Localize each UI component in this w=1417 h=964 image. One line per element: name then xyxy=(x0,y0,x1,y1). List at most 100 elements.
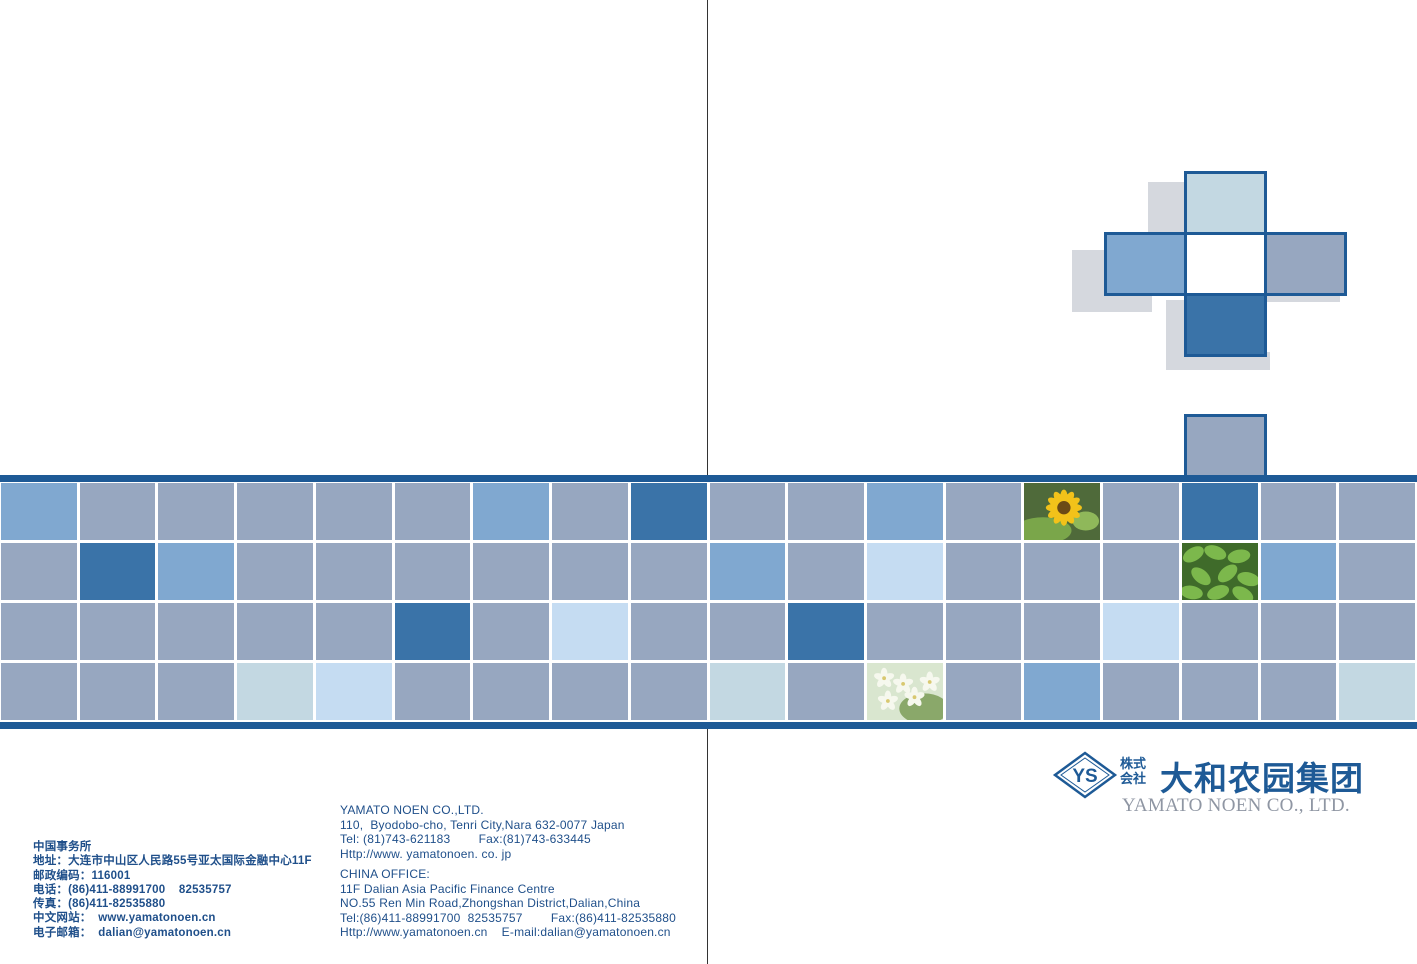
grid-tile xyxy=(158,663,234,720)
grid-tile xyxy=(473,663,549,720)
grid-tile xyxy=(1024,543,1100,600)
cross-tile-bottom xyxy=(1184,293,1267,357)
grid-tile xyxy=(1103,543,1179,600)
grid-tile xyxy=(946,663,1021,720)
grid-tile xyxy=(1024,663,1100,720)
grid-tile xyxy=(946,603,1021,660)
grid-tile xyxy=(788,543,864,600)
grid-tile xyxy=(710,543,785,600)
japan-website: Http://www. yamatonoen. co. jp xyxy=(340,846,512,861)
photo-leaves-tile xyxy=(1182,543,1258,600)
tile-grid xyxy=(0,482,1417,722)
china-office-addr2: NO.55 Ren Min Road,Zhongshan District,Da… xyxy=(340,896,641,910)
company-name: YAMATO NOEN CO.,LTD. xyxy=(340,803,484,817)
china-postcode: 邮政编码：116001 xyxy=(33,869,131,882)
grid-tile xyxy=(946,543,1021,600)
china-phone: 电话：(86)411-88991700 82535757 xyxy=(33,883,232,896)
grid-tile xyxy=(867,603,943,660)
grid-tile xyxy=(395,483,470,540)
cross-tile-left xyxy=(1104,232,1187,296)
grid-tile xyxy=(631,543,707,600)
grid-tile xyxy=(788,483,864,540)
grid-tile xyxy=(473,543,549,600)
grid-tile xyxy=(1,543,77,600)
ys-diamond-mark: YS xyxy=(1052,751,1118,799)
logo-english-name: YAMATO NOEN CO., LTD. xyxy=(1122,795,1350,816)
grid-tile xyxy=(1024,603,1100,660)
grid-tile xyxy=(1261,543,1336,600)
china-contact-block: 中国事务所 地址：大连市中山区人民路55号亚太国际金融中心11F 邮政编码：11… xyxy=(33,840,312,940)
japan-tel-fax: Tel: (81)743-621183 Fax:(81)743-633445 xyxy=(340,832,591,846)
grid-tile xyxy=(1261,483,1336,540)
grid-tile xyxy=(631,663,707,720)
grid-tile xyxy=(946,483,1021,540)
grid-tile xyxy=(1,663,77,720)
grid-tile xyxy=(1261,603,1336,660)
grid-tile xyxy=(1182,663,1258,720)
grid-tile xyxy=(552,483,628,540)
grid-tile xyxy=(316,543,392,600)
grid-tile xyxy=(552,663,628,720)
grid-tile xyxy=(867,483,943,540)
china-email: 电子邮箱： dalian@yamatonoen.cn xyxy=(33,926,232,939)
company-logo: YS 株式会社 大和农园集团 YAMATO NOEN CO., LTD. xyxy=(1050,748,1380,823)
grid-tile xyxy=(237,483,313,540)
china-office-title: 中国事务所 xyxy=(33,841,92,853)
logo-chinese-name: 大和农园集团 xyxy=(1160,759,1364,798)
china-fax: 传真：(86)411-82535880 xyxy=(33,898,166,911)
grid-tile xyxy=(395,663,470,720)
photo-sunflower-tile xyxy=(1024,483,1100,540)
china-office-web-email: Http://www.yamatonoen.cn E-mail:dalian@y… xyxy=(340,925,671,939)
grid-tile xyxy=(473,603,549,660)
grid-tile xyxy=(1261,663,1336,720)
band-top-rule xyxy=(0,475,1417,482)
grid-tile xyxy=(552,603,628,660)
grid-tile xyxy=(395,543,470,600)
grid-tile xyxy=(316,483,392,540)
grid-tile xyxy=(1182,603,1258,660)
japan-address: 110, Byodobo-cho, Tenri City,Nara 632-00… xyxy=(340,817,625,832)
grid-tile xyxy=(473,483,549,540)
grid-tile xyxy=(316,663,392,720)
english-contact-block: YAMATO NOEN CO.,LTD. 110, Byodobo-cho, T… xyxy=(340,803,676,940)
cross-tile-right xyxy=(1264,232,1347,296)
grid-tile xyxy=(80,663,155,720)
photo-flowers-tile xyxy=(867,663,943,720)
cross-tile-extension xyxy=(1184,414,1267,480)
grid-tile xyxy=(237,603,313,660)
grid-tile xyxy=(552,543,628,600)
cross-tile-center xyxy=(1184,232,1267,296)
grid-tile xyxy=(788,603,864,660)
grid-tile xyxy=(1,603,77,660)
grid-tile xyxy=(710,603,785,660)
grid-tile xyxy=(80,543,155,600)
grid-tile xyxy=(158,543,234,600)
grid-tile xyxy=(1103,663,1179,720)
grid-tile xyxy=(710,663,785,720)
grid-tile xyxy=(1339,663,1415,720)
band-bottom-rule xyxy=(0,722,1417,729)
grid-tile xyxy=(237,663,313,720)
grid-tile xyxy=(395,603,470,660)
grid-tile xyxy=(1182,483,1258,540)
grid-tile xyxy=(1339,603,1415,660)
cross-shadow xyxy=(1262,292,1340,302)
grid-tile xyxy=(1339,543,1415,600)
grid-tile xyxy=(316,603,392,660)
grid-tile xyxy=(631,603,707,660)
china-office-heading: CHINA OFFICE: xyxy=(340,867,430,881)
grid-tile xyxy=(80,483,155,540)
china-office-tel-fax: Tel:(86)411-88991700 82535757 Fax:(86)41… xyxy=(340,910,677,925)
grid-tile xyxy=(867,543,943,600)
grid-tile xyxy=(158,603,234,660)
grid-tile xyxy=(1339,483,1415,540)
logo-kabushiki-kaisha: 株式会社 xyxy=(1120,756,1147,786)
grid-tile xyxy=(1103,483,1179,540)
grid-tile xyxy=(158,483,234,540)
grid-tile xyxy=(710,483,785,540)
grid-tile xyxy=(631,483,707,540)
china-office-addr1: 11F Dalian Asia Pacific Finance Centre xyxy=(340,881,555,896)
china-website: 中文网站： www.yamatonoen.cn xyxy=(33,912,216,925)
logo-mark-text: YS xyxy=(1072,766,1097,787)
china-address: 地址：大连市中山区人民路55号亚太国际金融中心11F xyxy=(33,855,312,868)
